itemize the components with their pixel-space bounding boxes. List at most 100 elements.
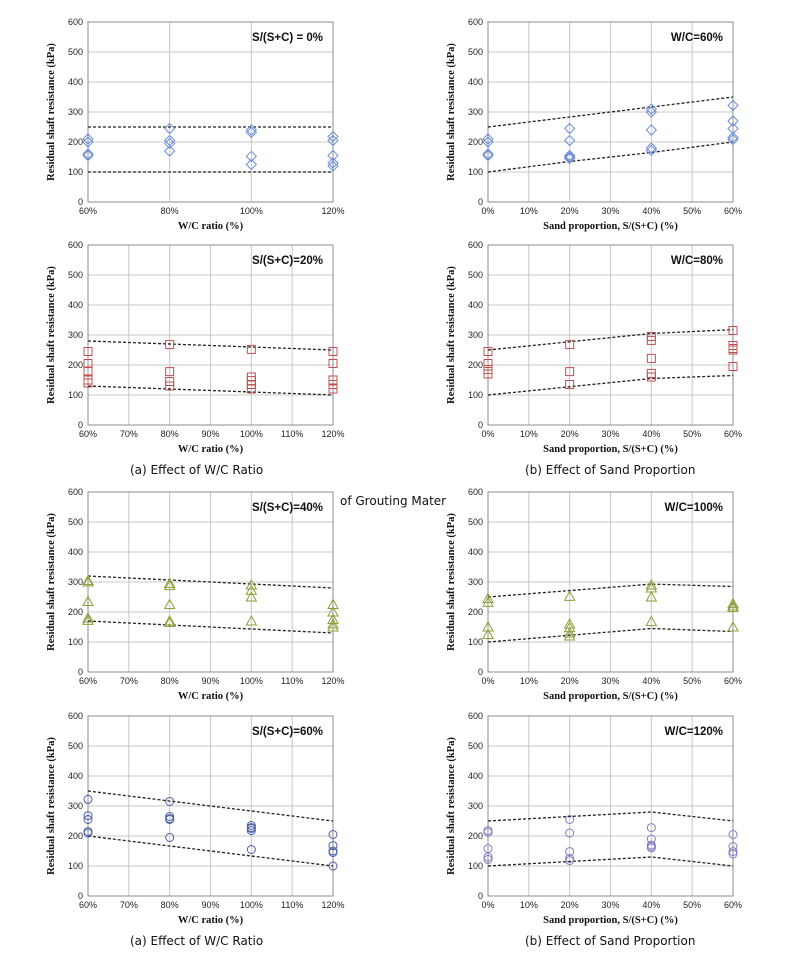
data-point-diamond bbox=[482, 136, 494, 148]
panel-annotation: W/C=60% bbox=[671, 32, 723, 44]
data-point-diamond bbox=[563, 151, 576, 163]
chart-panel-6: 0 100 200 300 400 500 600 0% 10% 20% 30% 40% 50% 60% S… bbox=[440, 478, 745, 703]
data-point-circle bbox=[646, 823, 656, 833]
data-point-square bbox=[83, 347, 93, 356]
data-point-circle bbox=[165, 815, 175, 824]
x-tick-label: 60% bbox=[79, 429, 97, 439]
chart-panel-1: 0 100 200 300 400 500 600 60% 80% 100% 120% W/C rat… bbox=[40, 8, 345, 233]
data-point-diamond bbox=[245, 158, 258, 171]
x-tick-label: 30% bbox=[601, 900, 619, 910]
chart-svg: 0 100 200 300 400 500 600 0% 10% 20% 30% 40% 50% 60% S… bbox=[446, 17, 742, 232]
chart-svg: 0 100 200 300 400 500 600 0% 10% 20% 30% 40% 50% 60% S… bbox=[446, 240, 742, 455]
x-tick-label: 20% bbox=[561, 900, 579, 910]
panel-annotation: S/(S+C)=60% bbox=[252, 726, 323, 738]
data-point-diamond bbox=[563, 149, 576, 162]
y-tick-label: 0 bbox=[78, 891, 83, 901]
data-point-circle bbox=[165, 833, 175, 842]
plot-area-border bbox=[487, 21, 734, 203]
chart-panel-2: 0 100 200 300 400 500 600 0% 10% 20% 30% 40% 50% 60% S… bbox=[440, 8, 745, 233]
data-point-diamond bbox=[727, 131, 739, 144]
x-tick-label: 80% bbox=[161, 429, 179, 439]
y-tick-label: 300 bbox=[468, 801, 483, 811]
data-point-square bbox=[246, 344, 256, 354]
y-tick-label: 100 bbox=[68, 390, 83, 400]
data-point-triangle bbox=[482, 628, 494, 639]
data-point-square bbox=[565, 340, 575, 350]
x-tick-label: 100% bbox=[240, 900, 263, 910]
data-point-triangle bbox=[163, 577, 176, 588]
x-tick-label: 40% bbox=[642, 900, 660, 910]
x-axis-label: Sand proportion, S/(S+C) (%) bbox=[543, 691, 678, 702]
x-tick-label: 0% bbox=[481, 206, 494, 216]
data-point-diamond bbox=[482, 149, 494, 162]
x-tick-label: 100% bbox=[240, 206, 263, 216]
data-point-diamond bbox=[163, 137, 176, 150]
panel-annotation: S/(S+C)=40% bbox=[252, 502, 323, 514]
data-point-circle bbox=[83, 794, 93, 804]
data-point-triangle bbox=[245, 614, 258, 626]
x-axis-label: Sand proportion, S/(S+C) (%) bbox=[543, 221, 678, 232]
y-tick-label: 500 bbox=[468, 270, 483, 280]
y-tick-label: 0 bbox=[478, 420, 483, 430]
data-point-triangle bbox=[563, 626, 576, 638]
y-tick-label: 200 bbox=[468, 831, 483, 841]
data-point-diamond bbox=[327, 160, 339, 172]
x-tick-label: 80% bbox=[161, 206, 179, 216]
y-tick-label: 100 bbox=[468, 637, 483, 647]
chart-panel-7: 0 100 200 300 400 500 600 60% 70% 80% 90% 100% 110% 1… bbox=[40, 702, 345, 927]
y-axis-label: Residual shaft resistance (kPa) bbox=[46, 266, 57, 404]
data-point-triangle bbox=[327, 598, 339, 609]
x-tick-label: 110% bbox=[281, 429, 303, 439]
x-tick-label: 80% bbox=[161, 900, 179, 910]
data-point-square bbox=[483, 347, 493, 356]
upper-bound-line bbox=[487, 96, 734, 128]
data-point-diamond bbox=[327, 130, 339, 143]
x-tick-label: 50% bbox=[683, 429, 701, 439]
y-tick-label: 300 bbox=[468, 577, 483, 587]
y-tick-label: 600 bbox=[68, 711, 83, 721]
y-tick-label: 0 bbox=[78, 420, 83, 430]
y-axis-label: Residual shaft resistance (kPa) bbox=[46, 43, 57, 181]
chart-panel-5: 0 100 200 300 400 500 600 60% 70% 80% 90% 100% 110% 1… bbox=[40, 478, 345, 703]
y-tick-label: 500 bbox=[68, 741, 83, 751]
data-point-circle bbox=[83, 811, 93, 821]
data-point-triangle bbox=[645, 578, 658, 590]
x-tick-label: 0% bbox=[481, 900, 494, 910]
data-point-triangle bbox=[82, 611, 94, 623]
y-tick-label: 100 bbox=[68, 167, 83, 177]
chart-svg: 0 100 200 300 400 500 600 0% 10% 20% 30% 40% 50% 60% S… bbox=[446, 711, 742, 926]
x-tick-label: 10% bbox=[520, 676, 538, 686]
data-point-square bbox=[646, 335, 656, 345]
data-point-circle bbox=[728, 830, 738, 839]
data-point-triangle bbox=[327, 617, 339, 629]
y-tick-label: 100 bbox=[468, 861, 483, 871]
x-tick-label: 60% bbox=[79, 206, 97, 216]
x-tick-label: 0% bbox=[481, 429, 494, 439]
y-tick-label: 400 bbox=[468, 771, 483, 781]
y-tick-label: 200 bbox=[68, 831, 83, 841]
x-tick-label: 20% bbox=[561, 676, 579, 686]
data-point-circle bbox=[165, 812, 175, 821]
caption-wc-ratio-bottom: (a) Effect of W/C Ratio bbox=[130, 934, 264, 948]
panel-annotation: W/C=120% bbox=[665, 726, 723, 738]
x-tick-label: 120% bbox=[321, 206, 344, 216]
data-point-diamond bbox=[327, 157, 339, 169]
data-point-triangle bbox=[727, 597, 739, 609]
x-tick-label: 100% bbox=[240, 676, 263, 686]
data-point-square bbox=[328, 384, 338, 394]
x-tick-label: 60% bbox=[724, 206, 742, 216]
x-tick-label: 10% bbox=[520, 429, 538, 439]
data-point-diamond bbox=[727, 115, 739, 127]
data-point-triangle bbox=[163, 598, 176, 609]
x-tick-label: 70% bbox=[120, 676, 138, 686]
data-point-square bbox=[328, 359, 338, 368]
x-tick-label: 30% bbox=[601, 676, 619, 686]
y-tick-label: 400 bbox=[468, 300, 483, 310]
data-point-diamond bbox=[727, 122, 739, 135]
data-point-triangle bbox=[645, 590, 658, 602]
data-point-square bbox=[728, 326, 738, 335]
data-point-triangle bbox=[163, 614, 176, 626]
data-point-square bbox=[83, 366, 93, 376]
panel-annotation: W/C=100% bbox=[665, 502, 723, 514]
data-point-circle bbox=[728, 849, 738, 859]
